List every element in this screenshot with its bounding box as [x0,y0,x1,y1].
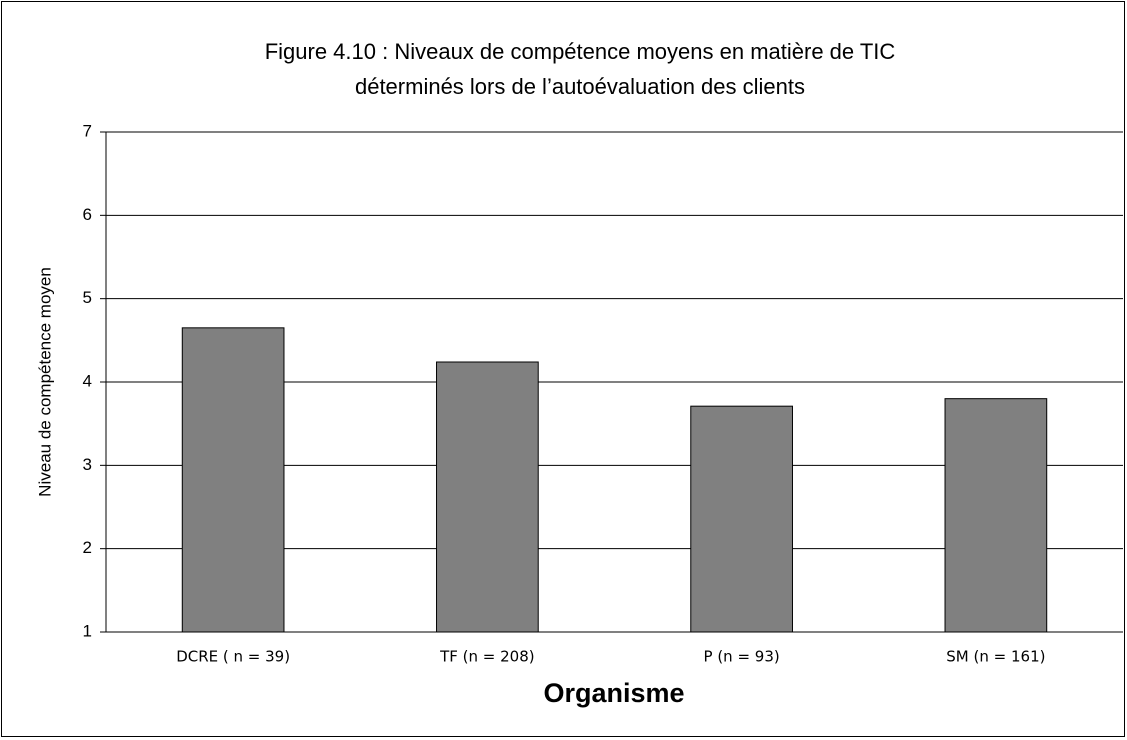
x-axis-label: Organisme [543,678,684,708]
bar [181,327,285,633]
x-tick-label: DCRE ( n = 39) [176,648,290,666]
x-tick-label: SM (n = 161) [946,648,1045,666]
y-tick-label: 7 [83,121,92,140]
chart-title: Figure 4.10 : Niveaux de compétence moye… [265,39,896,64]
y-tick-label: 1 [83,621,92,640]
y-tick-label: 2 [83,538,92,557]
bar [436,361,539,633]
x-tick-label: TF (n = 208) [439,648,535,666]
y-axis-label: Niveau de compétence moyen [35,267,54,497]
bar [690,405,793,633]
x-tick-label: P (n = 93) [704,648,780,666]
y-tick-label: 4 [83,371,92,390]
y-tick-label: 6 [83,205,92,224]
chart-title: déterminés lors de l’autoévaluation des … [355,74,805,99]
bar [944,398,1048,633]
y-tick-label: 5 [83,288,92,307]
y-tick-label: 3 [83,455,92,474]
